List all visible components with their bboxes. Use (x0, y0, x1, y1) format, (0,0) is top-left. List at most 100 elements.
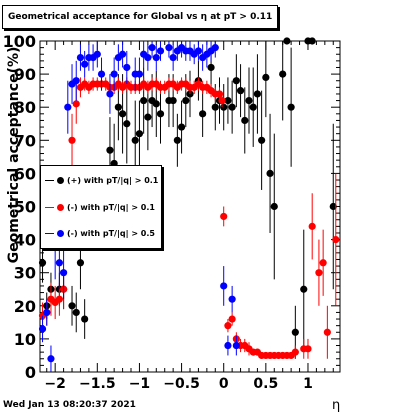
legend: (+) with pT/|q| > 0.1 (-) with pT/|q| > … (40, 165, 162, 249)
data-point (106, 146, 114, 154)
data-point (72, 77, 80, 85)
legend-marker (57, 230, 64, 237)
data-point (287, 103, 295, 111)
data-point (228, 103, 236, 111)
data-point (118, 50, 127, 58)
data-point (283, 37, 291, 45)
y-tick-label: 50 (14, 198, 36, 217)
data-point (211, 103, 219, 111)
data-point (81, 315, 89, 323)
data-point (81, 60, 89, 68)
y-tick-label: 80 (14, 98, 36, 117)
data-point (148, 44, 156, 52)
data-point (169, 96, 177, 105)
data-point (182, 96, 190, 105)
data-point (329, 202, 337, 211)
y-tick-label: 30 (14, 264, 36, 283)
data-point (123, 120, 131, 128)
y-axis-label: Geometrical acceptance(%) (6, 46, 22, 264)
data-point (323, 328, 331, 336)
y-tick-label: 40 (14, 231, 36, 250)
data-point (68, 136, 76, 144)
data-point (38, 325, 47, 333)
data-point (72, 308, 80, 317)
legend-marker-line (45, 180, 54, 181)
data-point (258, 136, 266, 144)
data-point (59, 269, 68, 277)
data-point (144, 113, 152, 121)
legend-item-minus-05: (-) with pT/|q| > 0.5 (45, 227, 159, 241)
data-point (156, 110, 165, 118)
legend-label: (+) with pT/|q| > 0.1 (67, 176, 159, 185)
data-point (47, 355, 55, 363)
data-point (215, 90, 224, 98)
y-tick-label: 70 (14, 131, 36, 150)
data-point (144, 53, 152, 62)
x-tick-label: −2 (44, 376, 65, 392)
chart-title: Geometrical acceptance for Global vs η a… (2, 5, 279, 29)
data-point (228, 295, 236, 303)
y-tick-label: 60 (14, 164, 36, 183)
data-point (224, 322, 232, 330)
data-point (266, 169, 274, 177)
data-point (194, 47, 203, 55)
x-axis-label: η (332, 398, 341, 413)
data-point (38, 259, 47, 267)
data-point (224, 96, 232, 105)
legend-marker-line (45, 207, 54, 208)
x-tick-label: 1 (303, 376, 313, 392)
data-point (152, 100, 160, 108)
data-point (279, 70, 287, 78)
data-point (106, 90, 114, 98)
data-point (218, 96, 226, 105)
x-tick-label: −1 (129, 376, 150, 392)
data-point (228, 315, 236, 323)
data-point (97, 70, 106, 78)
data-point (332, 236, 340, 244)
data-point (220, 212, 228, 221)
legend-label: (-) with pT/|q| > 0.1 (67, 203, 155, 212)
data-point (199, 110, 207, 118)
data-point (224, 341, 232, 350)
data-point (156, 47, 165, 55)
data-point (232, 77, 240, 85)
data-point (76, 259, 85, 267)
data-point (93, 50, 101, 58)
data-point (291, 328, 299, 336)
data-point (315, 269, 323, 277)
legend-marker (57, 177, 64, 184)
legend-label: (-) with pT/|q| > 0.5 (67, 229, 155, 238)
data-point (131, 136, 139, 144)
x-tick-label: 0.5 (253, 376, 278, 392)
y-tick-label: 20 (14, 297, 36, 316)
data-point (236, 87, 245, 95)
data-point (270, 202, 278, 211)
data-point (140, 96, 148, 105)
data-point (308, 222, 316, 230)
legend-marker-line (45, 233, 54, 234)
data-point (308, 37, 316, 45)
data-point (118, 110, 127, 118)
legend-marker (57, 204, 64, 211)
data-point (177, 123, 186, 131)
data-point (169, 53, 177, 62)
data-point (211, 44, 219, 52)
data-point (68, 302, 76, 310)
data-point (152, 53, 160, 62)
data-point (165, 44, 173, 52)
x-tick-label: −0.5 (163, 376, 200, 392)
data-point (114, 103, 122, 111)
data-point (249, 103, 257, 111)
data-point (76, 53, 85, 62)
y-tick-label: 100 (3, 32, 36, 51)
data-point (304, 345, 312, 353)
legend-item-minus-01: (-) with pT/|q| > 0.1 (45, 201, 159, 215)
legend-item-plus: (+) with pT/|q| > 0.1 (45, 174, 159, 188)
data-point (220, 282, 228, 290)
data-point (232, 341, 240, 350)
data-point (43, 308, 51, 317)
data-point (241, 116, 249, 125)
data-point (291, 348, 299, 356)
data-point (207, 63, 215, 72)
data-point (262, 73, 270, 82)
